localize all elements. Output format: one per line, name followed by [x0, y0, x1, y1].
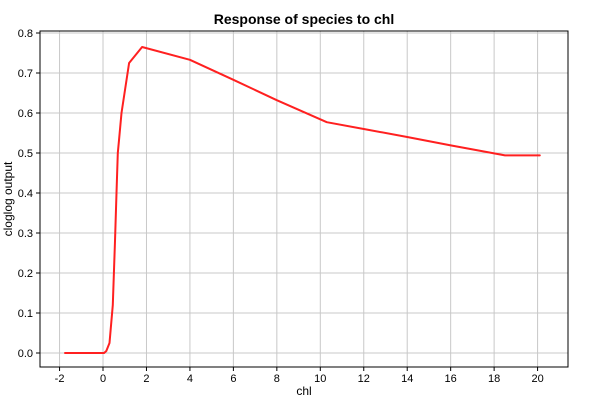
y-tick-label: 0.7 [18, 68, 33, 80]
x-tick-label: -2 [55, 373, 65, 385]
x-tick-label: 6 [230, 373, 236, 385]
x-tick-label: 2 [143, 373, 149, 385]
y-tick-label: 0.3 [18, 228, 33, 240]
x-tick-label: 4 [187, 373, 193, 385]
tick-layer: -2 0 2 4 6 8 10 12 14 16 18 20 0.0 0.1 0.2 0.3 0.4 0.5 0.6… [18, 28, 544, 385]
x-tick-label: 10 [314, 373, 326, 385]
y-axis-title: cloglog output [1, 161, 15, 236]
x-tick-label: 16 [445, 373, 457, 385]
y-tick-label: 0.5 [18, 148, 33, 160]
y-tick-label: 0.0 [18, 348, 33, 360]
x-tick-label: 0 [100, 373, 106, 385]
x-tick-label: 8 [274, 373, 280, 385]
x-tick-label: 14 [401, 373, 413, 385]
y-tick-label: 0.4 [18, 188, 33, 200]
plot-frame [39, 30, 569, 368]
grid-layer [40, 31, 568, 367]
x-axis-title: chl [296, 384, 311, 398]
y-tick-label: 0.6 [18, 108, 33, 120]
y-tick-label: 0.8 [18, 28, 33, 40]
y-tick-label: 0.2 [18, 268, 33, 280]
series-line-0 [64, 46, 541, 354]
series-layer [64, 46, 541, 354]
x-tick-label: 18 [488, 373, 500, 385]
x-tick-label: 12 [358, 373, 370, 385]
chart-title: Response of species to chl [214, 11, 395, 27]
x-tick-label: 20 [531, 373, 543, 385]
y-tick-label: 0.1 [18, 308, 33, 320]
